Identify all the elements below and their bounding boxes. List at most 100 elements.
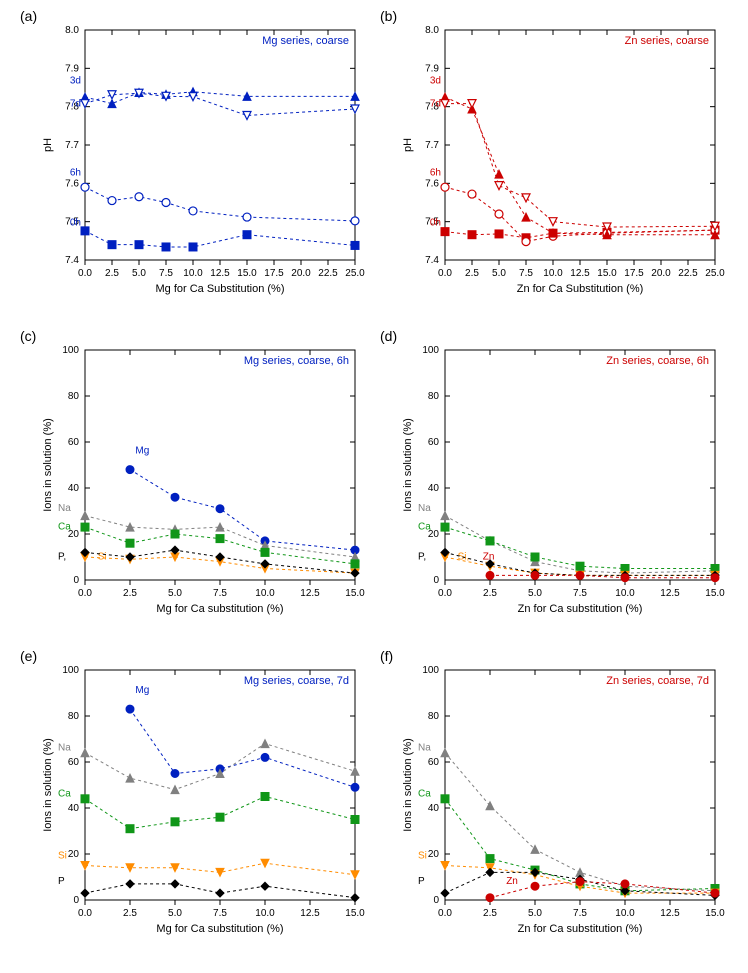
svg-text:0.0: 0.0 (438, 268, 452, 279)
svg-text:7.5: 7.5 (519, 268, 533, 279)
svg-text:6h: 6h (70, 168, 81, 179)
svg-text:40: 40 (428, 803, 440, 814)
svg-text:100: 100 (422, 665, 439, 676)
svg-text:22.5: 22.5 (318, 268, 338, 279)
svg-text:0.0: 0.0 (78, 268, 92, 279)
svg-text:0h: 0h (70, 218, 81, 229)
svg-text:10.0: 10.0 (543, 268, 563, 279)
svg-text:Na: Na (58, 743, 71, 754)
svg-text:5.0: 5.0 (132, 268, 146, 279)
svg-text:25.0: 25.0 (705, 268, 725, 279)
svg-text:40: 40 (68, 483, 80, 494)
svg-text:pH: pH (402, 138, 414, 152)
svg-text:80: 80 (68, 711, 80, 722)
panel-e: 0.02.55.07.510.012.515.0020406080100Mg f… (30, 660, 370, 940)
svg-text:2.5: 2.5 (123, 588, 137, 599)
svg-text:15.0: 15.0 (705, 908, 725, 919)
svg-text:Mg series, coarse, 6h: Mg series, coarse, 6h (244, 355, 349, 367)
svg-text:Mg series, coarse: Mg series, coarse (262, 35, 349, 47)
svg-text:12.5: 12.5 (660, 588, 680, 599)
svg-text:5.0: 5.0 (492, 268, 506, 279)
figure: (a) 0.02.55.07.510.012.515.017.520.022.5… (0, 0, 748, 973)
svg-text:5.0: 5.0 (168, 588, 182, 599)
svg-text:15.0: 15.0 (237, 268, 257, 279)
svg-text:12.5: 12.5 (300, 908, 320, 919)
svg-text:Si: Si (98, 551, 107, 562)
svg-text:0: 0 (73, 575, 79, 586)
svg-text:15.0: 15.0 (345, 588, 365, 599)
svg-text:2.5: 2.5 (483, 908, 497, 919)
svg-text:Na: Na (418, 743, 431, 754)
svg-text:8.0: 8.0 (65, 25, 79, 36)
panel-a: 0.02.55.07.510.012.515.017.520.022.525.0… (30, 20, 370, 300)
svg-text:60: 60 (68, 757, 80, 768)
svg-text:5.0: 5.0 (528, 908, 542, 919)
svg-text:Si: Si (418, 851, 427, 862)
svg-text:7.5: 7.5 (213, 908, 227, 919)
svg-text:Ca: Ca (58, 789, 71, 800)
svg-text:Zn for Ca substitution (%): Zn for Ca substitution (%) (518, 603, 643, 615)
svg-text:Zn: Zn (506, 876, 518, 887)
panel-d: 0.02.55.07.510.012.515.0020406080100Zn f… (390, 340, 730, 620)
svg-text:7.6: 7.6 (425, 178, 439, 189)
svg-text:Si: Si (58, 851, 67, 862)
svg-text:P: P (418, 876, 425, 887)
svg-text:Zn for Ca Substitution (%): Zn for Ca Substitution (%) (517, 283, 644, 295)
svg-text:20.0: 20.0 (651, 268, 671, 279)
svg-text:15.0: 15.0 (705, 588, 725, 599)
svg-text:Mg for Ca Substitution (%): Mg for Ca Substitution (%) (156, 283, 285, 295)
svg-text:Ions in solution (%): Ions in solution (%) (402, 738, 414, 832)
svg-text:Mg for Ca substitution (%): Mg for Ca substitution (%) (156, 603, 283, 615)
svg-text:20.0: 20.0 (291, 268, 311, 279)
panel-e-svg: 0.02.55.07.510.012.515.0020406080100Mg f… (30, 660, 370, 940)
svg-text:3d: 3d (430, 76, 441, 87)
svg-text:20: 20 (428, 849, 440, 860)
svg-text:7.9: 7.9 (65, 63, 79, 74)
svg-text:25.0: 25.0 (345, 268, 365, 279)
svg-text:22.5: 22.5 (678, 268, 698, 279)
svg-text:Zn for Ca substitution (%): Zn for Ca substitution (%) (518, 923, 643, 935)
svg-text:2.5: 2.5 (123, 908, 137, 919)
svg-text:60: 60 (428, 437, 440, 448)
svg-text:17.5: 17.5 (264, 268, 284, 279)
panel-a-svg: 0.02.55.07.510.012.515.017.520.022.525.0… (30, 20, 370, 300)
panel-c-svg: 0.02.55.07.510.012.515.0020406080100Mg f… (30, 340, 370, 620)
svg-text:5.0: 5.0 (528, 588, 542, 599)
panel-f-svg: 0.02.55.07.510.012.515.0020406080100Zn f… (390, 660, 730, 940)
svg-text:12.5: 12.5 (210, 268, 230, 279)
panel-c: 0.02.55.07.510.012.515.0020406080100Mg f… (30, 340, 370, 620)
panel-b-svg: 0.02.55.07.510.012.515.017.520.022.525.0… (390, 20, 730, 300)
svg-text:0: 0 (433, 895, 439, 906)
svg-text:0: 0 (73, 895, 79, 906)
svg-text:0.0: 0.0 (438, 588, 452, 599)
svg-text:15.0: 15.0 (345, 908, 365, 919)
svg-text:Ca: Ca (58, 521, 71, 532)
svg-text:12.5: 12.5 (570, 268, 590, 279)
svg-text:Zn series, coarse, 7d: Zn series, coarse, 7d (606, 675, 709, 687)
svg-text:100: 100 (62, 665, 79, 676)
svg-text:P: P (58, 876, 65, 887)
svg-text:7.9: 7.9 (425, 63, 439, 74)
svg-text:80: 80 (68, 391, 80, 402)
svg-text:0h: 0h (430, 218, 441, 229)
svg-text:Zn series, coarse: Zn series, coarse (625, 35, 709, 47)
svg-text:7.5: 7.5 (573, 908, 587, 919)
svg-text:7.6: 7.6 (65, 178, 79, 189)
svg-text:40: 40 (68, 803, 80, 814)
svg-text:Mg: Mg (135, 685, 149, 696)
svg-text:10.0: 10.0 (615, 588, 635, 599)
svg-text:0.0: 0.0 (78, 908, 92, 919)
svg-text:7.4: 7.4 (425, 255, 439, 266)
svg-text:7d: 7d (430, 99, 441, 110)
svg-text:0: 0 (433, 575, 439, 586)
svg-text:20: 20 (68, 849, 80, 860)
panel-f: 0.02.55.07.510.012.515.0020406080100Zn f… (390, 660, 730, 940)
svg-text:Na: Na (58, 503, 71, 514)
svg-text:7.5: 7.5 (573, 588, 587, 599)
svg-text:12.5: 12.5 (300, 588, 320, 599)
svg-text:Mg: Mg (135, 446, 149, 457)
panel-d-svg: 0.02.55.07.510.012.515.0020406080100Zn f… (390, 340, 730, 620)
svg-text:10.0: 10.0 (255, 908, 275, 919)
svg-text:60: 60 (428, 757, 440, 768)
svg-text:Ca: Ca (418, 521, 431, 532)
